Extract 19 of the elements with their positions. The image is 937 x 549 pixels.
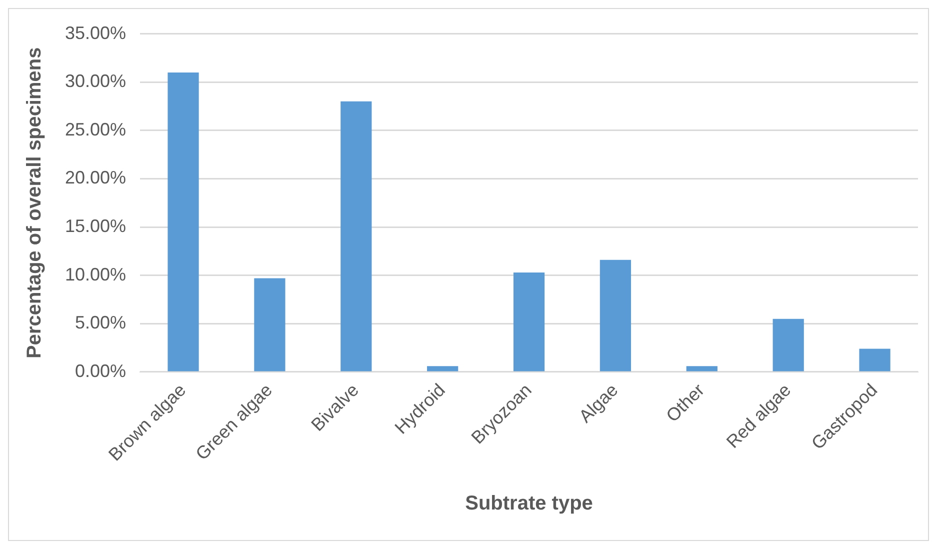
- y-tick-label: 10.00%: [64, 264, 126, 284]
- y-tick-label: 5.00%: [75, 312, 126, 333]
- bar: [859, 348, 890, 372]
- bar: [600, 260, 632, 372]
- y-tick-label: 20.00%: [64, 168, 126, 188]
- bar: [772, 318, 804, 372]
- y-tick-label: 30.00%: [64, 71, 126, 92]
- bar: [427, 366, 458, 372]
- y-tick-label: 25.00%: [64, 119, 126, 140]
- y-tick-label: 0.00%: [75, 360, 126, 381]
- bar: [254, 278, 286, 372]
- y-tick-label: 15.00%: [64, 216, 126, 236]
- y-axis-title: Percentage of overall specimens: [24, 47, 46, 359]
- bar: [686, 366, 718, 372]
- bar: [168, 72, 199, 372]
- x-axis-title: Subtrate type: [465, 492, 593, 515]
- y-tick-label: 35.00%: [64, 22, 126, 43]
- bar: [513, 272, 545, 372]
- bar: [340, 101, 372, 372]
